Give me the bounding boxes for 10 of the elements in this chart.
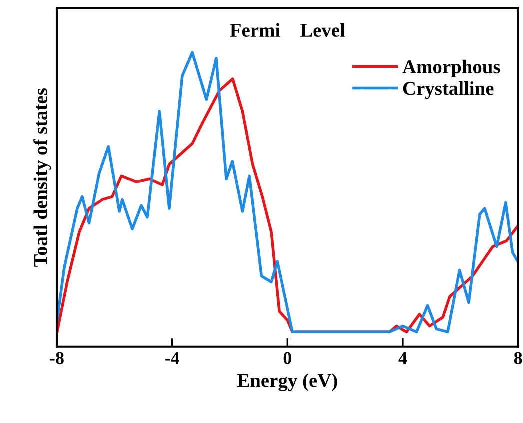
- x-axis-title: Energy (eV): [237, 374, 338, 392]
- x-tick-label: 8: [514, 352, 522, 364]
- text: Fermi Level: [230, 23, 346, 38]
- x-tick-label: -4: [165, 352, 180, 364]
- legend-label: Crystalline: [403, 82, 494, 100]
- x-tick-label: 0: [284, 352, 292, 364]
- x-tick-label: 4: [398, 352, 408, 364]
- y-axis-title: Toatl density of states: [34, 88, 52, 267]
- x-tick-label: -8: [50, 352, 64, 364]
- legend-label: Amorphous: [402, 60, 500, 78]
